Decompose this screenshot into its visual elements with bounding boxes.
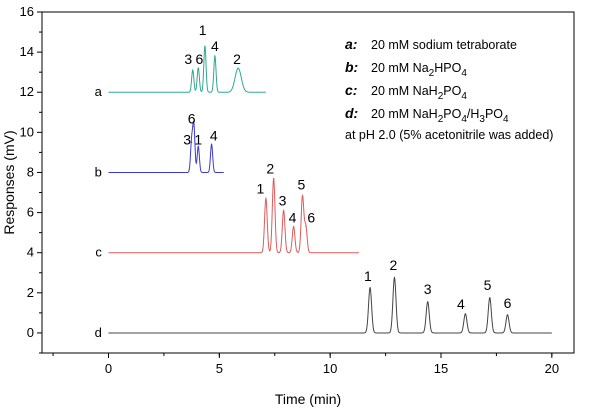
trace-label-c: c: [95, 245, 102, 260]
peak-apex-b-6: [193, 125, 195, 127]
peak-label-a-4: 4: [211, 38, 219, 54]
legend-text-2: 20 mM NaH2PO4: [371, 84, 467, 102]
trace-a: [108, 45, 266, 93]
y-tick-label: 16: [20, 4, 34, 19]
legend-key-0: a:: [345, 36, 357, 52]
peak-label-c-6: 6: [307, 210, 315, 226]
peak-label-d-6: 6: [504, 295, 512, 311]
peak-apex-d-6: [506, 314, 509, 316]
peak-apex-c-6: [305, 226, 307, 228]
y-tick-label: 2: [27, 285, 34, 300]
y-tick-label: 10: [20, 124, 34, 139]
peak-apex-d-5: [489, 297, 491, 299]
x-tick-label: 20: [545, 361, 559, 376]
peak-apex-c-1: [265, 197, 267, 200]
y-axis-title: Responses (mV): [1, 130, 17, 234]
peak-apex-d-1: [369, 287, 371, 289]
legend-key-3: d:: [345, 105, 358, 121]
plot-frame: [41, 11, 575, 354]
peak-apex-d-2: [393, 277, 396, 279]
peak-label-c-2: 2: [266, 160, 274, 176]
peak-label-a-6: 6: [195, 51, 203, 67]
y-tick-label: 12: [20, 84, 34, 99]
peak-label-d-5: 5: [484, 277, 492, 293]
legend-key-1: b:: [345, 59, 358, 75]
x-tick-label: 15: [434, 361, 448, 376]
peak-label-d-2: 2: [389, 257, 397, 273]
trace-line-b: [108, 120, 224, 173]
trace-label-a: a: [95, 84, 103, 99]
legend-text-0: 20 mM sodium tetraborate: [371, 38, 517, 52]
peak-label-d-1: 1: [364, 268, 372, 284]
peak-label-b-3: 3: [183, 131, 191, 147]
peak-apex-a-4: [214, 55, 216, 57]
peak-apex-b-4: [210, 143, 213, 145]
legend-text-1: 20 mM Na2HPO4: [371, 61, 467, 79]
peak-label-b-4: 4: [210, 127, 218, 143]
y-tick-label: 14: [20, 44, 34, 59]
peak-label-b-6: 6: [188, 110, 196, 126]
peak-apex-a-6: [197, 67, 199, 69]
peak-apex-b-3: [191, 141, 193, 143]
peak-label-a-1: 1: [199, 22, 207, 38]
x-tick-label: 5: [216, 361, 223, 376]
peak-apex-c-4: [292, 226, 295, 228]
trace-line-d: [108, 276, 552, 334]
legend-key-2: c:: [345, 82, 357, 98]
peak-apex-a-3: [192, 69, 194, 71]
trace-label-d: d: [95, 325, 102, 340]
peak-apex-d-3: [427, 301, 429, 303]
peak-label-c-5: 5: [297, 177, 305, 193]
peak-apex-c-5: [301, 195, 304, 198]
peak-label-c-3: 3: [279, 193, 287, 209]
peak-label-c-1: 1: [256, 181, 264, 197]
legend: a: 20 mM sodium tetraborate b: 20 mM Na2HPO…: [345, 36, 553, 142]
peak-apex-c-2: [273, 177, 275, 180]
legend-text-3: 20 mM NaH2PO4/H3PO4: [371, 107, 509, 125]
y-tick-label: 6: [27, 205, 34, 220]
peak-apex-a-1: [204, 45, 206, 47]
y-tick-label: 4: [27, 245, 34, 260]
x-axis-title: Time (min): [275, 391, 341, 407]
peak-apex-c-3: [283, 209, 285, 212]
peak-apex-d-4: [464, 313, 466, 315]
x-tick-label: 0: [105, 361, 112, 376]
trace-line-c: [108, 178, 359, 254]
y-tick-label: 0: [27, 325, 34, 340]
peak-label-d-4: 4: [457, 296, 465, 312]
trace-line-a: [108, 45, 266, 93]
peak-apex-a-2: [237, 67, 239, 69]
peak-label-c-4: 4: [289, 210, 297, 226]
y-tick-label: 8: [27, 164, 34, 179]
legend-note: at pH 2.0 (5% acetonitrile was added): [345, 128, 553, 142]
peak-apex-b-1: [197, 145, 199, 147]
trace-label-b: b: [95, 164, 102, 179]
traces: [108, 45, 552, 334]
peak-label-a-2: 2: [233, 51, 241, 67]
peak-label-d-3: 3: [424, 281, 432, 297]
peak-label-b-1: 1: [194, 131, 202, 147]
trace-d: [108, 276, 552, 334]
x-tick-label: 10: [323, 361, 337, 376]
trace-c: [108, 177, 359, 254]
trace-b: [108, 120, 224, 173]
peak-label-a-3: 3: [184, 51, 192, 67]
